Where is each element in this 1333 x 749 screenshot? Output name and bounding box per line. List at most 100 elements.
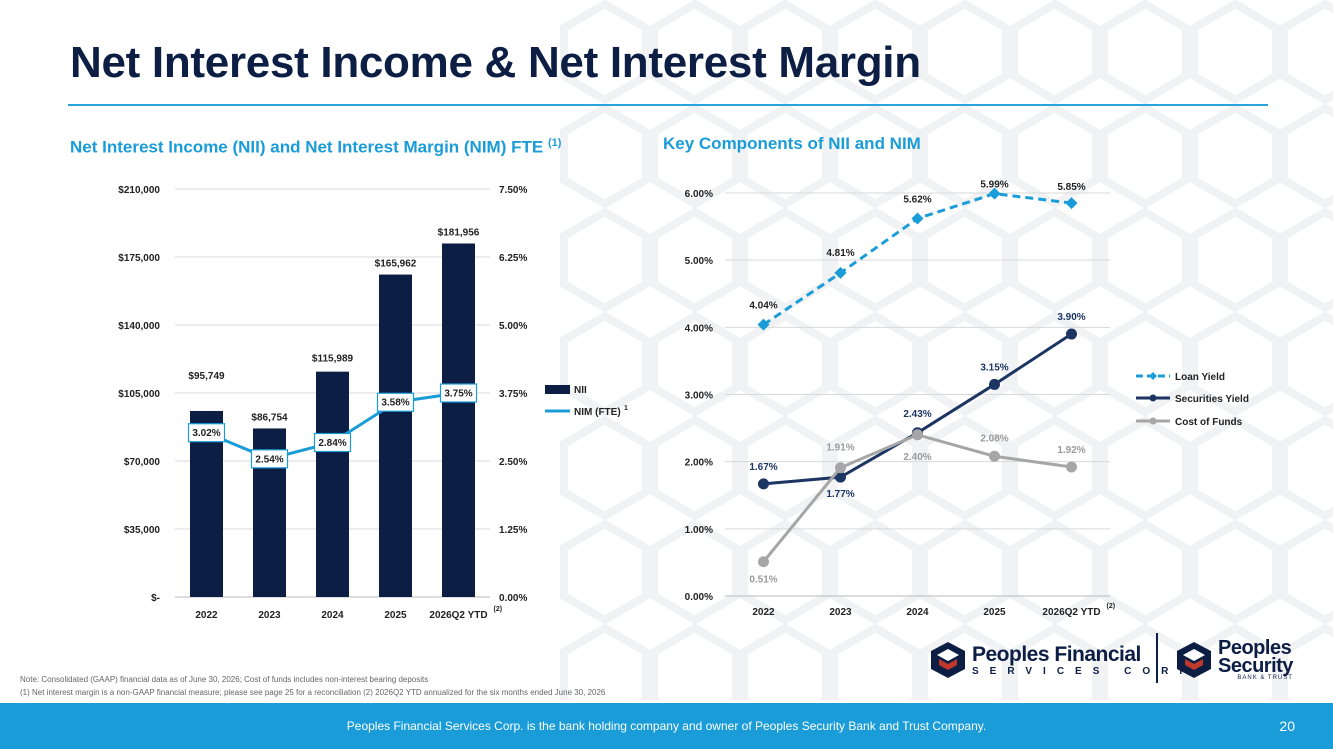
legend-label: Securities Yield [1175, 394, 1249, 405]
series-data-label: 1.91% [826, 443, 854, 454]
series-data-label: 2.43% [903, 409, 931, 420]
series-point [835, 462, 846, 474]
y2-tick-label: 1.25% [499, 525, 527, 536]
y-tick-label: 0.00% [685, 592, 713, 603]
logo-security-line2: Security [1218, 655, 1293, 677]
logo-security-small: BANK & TRUST [1237, 675, 1293, 681]
series-data-label: 5.85% [1057, 182, 1085, 193]
y2-tick-label: 5.00% [499, 321, 527, 332]
legend-marker [1149, 394, 1157, 402]
y-tick-label: $105,000 [118, 389, 160, 400]
series-data-label: 4.81% [826, 248, 854, 259]
y-tick-label: $35,000 [124, 525, 161, 536]
series-point [989, 378, 1000, 390]
bar [379, 274, 412, 597]
series-data-label: 3.15% [980, 362, 1008, 373]
series-point [911, 212, 924, 225]
series-point [758, 556, 769, 568]
nim-data-label: 2.84% [318, 438, 346, 449]
x-tick-label: 2022 [195, 610, 218, 621]
series-point [1066, 461, 1077, 473]
x-tick-label: 2025 [384, 610, 407, 621]
series-data-label: 1.67% [749, 462, 777, 473]
series-point [757, 318, 770, 331]
nim-data-label: 3.58% [381, 398, 409, 409]
peoples-security-logo: Peoples Security BANK & TRUST [1176, 637, 1293, 681]
logo-financial-sub: SERVICES CORP. [972, 665, 1210, 677]
y2-tick-label: 2.50% [499, 457, 527, 468]
series-point [834, 266, 847, 279]
y-tick-label: 4.00% [685, 323, 713, 334]
page-title: Net Interest Income & Net Interest Margi… [70, 38, 921, 87]
series-data-label: 4.04% [749, 301, 777, 312]
bar-data-label: $86,754 [251, 412, 288, 423]
right-chart-title: Key Components of NII and NIM [663, 134, 921, 153]
bar-data-label: $165,962 [375, 259, 417, 270]
page-number: 20 [1279, 718, 1295, 734]
legend-label-nim: NIM (FTE) [574, 407, 621, 418]
y-tick-label: $175,000 [118, 253, 160, 264]
series-data-label: 1.77% [826, 489, 854, 500]
background-pattern [560, 0, 1333, 700]
title-rule [68, 104, 1268, 106]
series-data-label: 5.99% [980, 180, 1008, 191]
y-tick-label: $140,000 [118, 321, 160, 332]
x-tick-superscript: (2) [494, 606, 503, 613]
y-tick-label: $210,000 [118, 185, 160, 196]
nim-label-box [250, 449, 289, 469]
series-data-label: 0.51% [749, 575, 777, 586]
legend-marker [1149, 417, 1157, 425]
peoples-financial-logo: Peoples Financial SERVICES CORP. [930, 641, 1210, 679]
series-data-label: 2.08% [980, 433, 1008, 444]
bar-data-label: $95,749 [188, 371, 225, 382]
nim-label-box [439, 383, 478, 403]
y-tick-label: $70,000 [124, 457, 161, 468]
x-tick-label: 2026Q2 YTD [1042, 607, 1100, 618]
bar-data-label: $115,989 [312, 354, 354, 365]
bar [316, 371, 349, 597]
hexagon-logo-icon [1177, 642, 1211, 678]
logo-divider [1156, 633, 1158, 683]
series-point [988, 187, 1001, 200]
footnote-2: (1) Net interest margin is a non-GAAP fi… [20, 688, 606, 697]
legend-swatch-nii [545, 385, 570, 394]
footer-text: Peoples Financial Services Corp. is the … [346, 719, 987, 733]
y2-tick-label: 7.50% [499, 185, 527, 196]
y-tick-label: 5.00% [685, 256, 713, 267]
key-components-chart: 0.00% 1.00% 2.00% 3.00% 4.00% 5.00% 6.00% 2022 2… [685, 180, 1249, 618]
nim-data-label: 3.75% [444, 389, 472, 400]
legend-label: Loan Yield [1175, 372, 1225, 383]
nim-label-box [376, 392, 415, 412]
y2-tick-label: 6.25% [499, 253, 527, 264]
x-tick-label: 2023 [258, 610, 281, 621]
legend-label: Cost of Funds [1175, 417, 1243, 428]
nii-nim-chart: $- $35,000 $70,000 $105,000 $140,000 $175,000… [118, 185, 628, 621]
series-data-label: 2.40% [903, 452, 931, 463]
y-tick-label: 2.00% [685, 458, 713, 469]
series-data-label: 1.92% [1057, 445, 1085, 456]
series-point [1065, 197, 1078, 210]
bar-data-label: $181,956 [438, 227, 480, 238]
footnote-1: Note: Consolidated (GAAP) financial data… [20, 675, 429, 684]
y-tick-label: $- [151, 593, 160, 604]
bar [442, 243, 475, 598]
series-point [912, 429, 923, 441]
series-data-label: 3.90% [1057, 312, 1085, 323]
legend-label-nii: NII [574, 385, 587, 396]
series-point [1066, 328, 1077, 340]
logo-security-line1: Peoples [1218, 637, 1292, 659]
y-tick-label: 6.00% [685, 189, 713, 200]
y2-tick-label: 0.00% [499, 593, 527, 604]
series-point [989, 450, 1000, 462]
footer-bar [0, 703, 1333, 749]
x-tick-label: 2023 [829, 607, 852, 618]
left-chart-title-sup: (1) [547, 137, 562, 149]
x-tick-label: 2026Q2 YTD [429, 610, 487, 621]
series-data-label: 5.62% [903, 195, 931, 206]
nim-label-box [187, 423, 226, 443]
x-tick-superscript: (2) [1107, 603, 1116, 610]
hexagon-logo-icon [931, 642, 965, 678]
nim-data-label: 2.54% [255, 454, 283, 465]
left-chart-title: Net Interest Income (NII) and Net Intere… [70, 137, 561, 158]
series-point [758, 478, 769, 490]
